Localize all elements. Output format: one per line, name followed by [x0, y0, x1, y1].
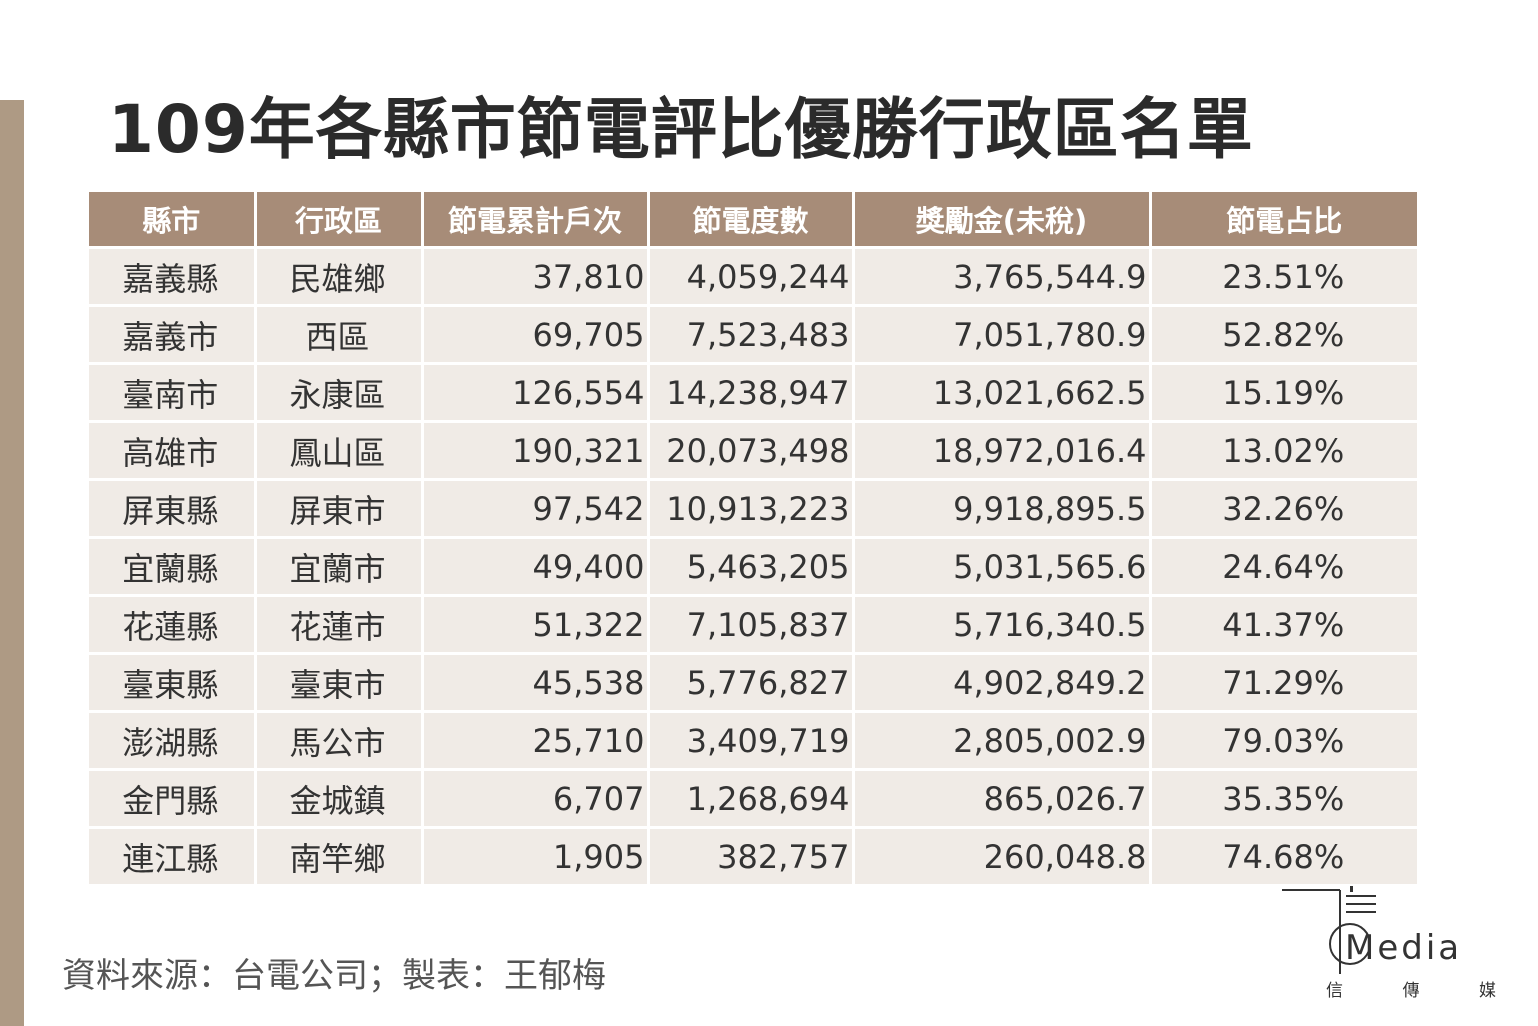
- cell-reward: 260,048.8: [853, 826, 1152, 884]
- cell-reward: 7,051,780.9: [853, 304, 1152, 364]
- cell-kwh-saved: 7,523,483: [648, 304, 855, 364]
- cell-kwh-saved: 1,268,694: [648, 768, 855, 828]
- cell-saving-ratio: 15.19%: [1150, 362, 1417, 422]
- cell-households: 49,400: [422, 536, 650, 596]
- cell-households: 51,322: [422, 594, 650, 654]
- cell-reward: 4,902,849.2: [853, 652, 1152, 712]
- table-row: 連江縣 南竿鄉 1,905 382,757 260,048.8 74.68%: [89, 826, 1417, 884]
- cell-households: 190,321: [422, 420, 650, 480]
- table-row: 金門縣 金城鎮 6,707 1,268,694 865,026.7 35.35%: [89, 768, 1417, 828]
- cell-households: 126,554: [422, 362, 650, 422]
- source-note: 資料來源：台電公司；製表：王郁梅: [62, 956, 606, 996]
- cell-households: 1,905: [422, 826, 650, 884]
- side-accent-bar: [0, 100, 24, 1026]
- table-row: 嘉義市 西區 69,705 7,523,483 7,051,780.9 52.82%: [89, 304, 1417, 364]
- data-table: 縣市 行政區 節電累計戶次 節電度數 獎勵金(未稅) 節電占比 嘉義縣 民雄鄉 37…: [89, 192, 1417, 884]
- logo-sub-char: 傳: [1402, 981, 1420, 1001]
- cell-households: 37,810: [422, 246, 650, 306]
- cell-reward: 13,021,662.5: [853, 362, 1152, 422]
- cell-county: 屏東縣: [89, 478, 257, 538]
- table-row: 宜蘭縣 宜蘭市 49,400 5,463,205 5,031,565.6 24.64%: [89, 536, 1417, 596]
- cell-reward: 3,765,544.9: [853, 246, 1152, 306]
- cell-saving-ratio: 35.35%: [1150, 768, 1417, 828]
- cell-district: 鳳山區: [255, 420, 424, 480]
- cell-households: 97,542: [422, 478, 650, 538]
- cell-saving-ratio: 23.51%: [1150, 246, 1417, 306]
- cell-kwh-saved: 5,463,205: [648, 536, 855, 596]
- logo-word: Media: [1345, 928, 1463, 968]
- cell-county: 花蓮縣: [89, 594, 257, 654]
- table-row: 高雄市 鳳山區 190,321 20,073,498 18,972,016.4 13.02…: [89, 420, 1417, 480]
- cell-district: 花蓮市: [255, 594, 424, 654]
- header-district: 行政區: [255, 192, 424, 248]
- cell-kwh-saved: 3,409,719: [648, 710, 855, 770]
- logo-subtitle: 信 傳 媒: [1326, 976, 1496, 1001]
- cell-county: 臺南市: [89, 362, 257, 422]
- cell-district: 西區: [255, 304, 424, 364]
- header-households: 節電累計戶次: [422, 192, 650, 248]
- cell-county: 宜蘭縣: [89, 536, 257, 596]
- cell-saving-ratio: 71.29%: [1150, 652, 1417, 712]
- cell-reward: 5,716,340.5: [853, 594, 1152, 654]
- cell-reward: 18,972,016.4: [853, 420, 1152, 480]
- table-row: 嘉義縣 民雄鄉 37,810 4,059,244 3,765,544.9 23.51%: [89, 246, 1417, 306]
- cell-saving-ratio: 24.64%: [1150, 536, 1417, 596]
- cell-district: 民雄鄉: [255, 246, 424, 306]
- header-county: 縣市: [89, 192, 257, 248]
- logo-sub-char: 信: [1326, 981, 1343, 1001]
- cell-households: 6,707: [422, 768, 650, 828]
- logo-sub-char: 媒: [1479, 981, 1496, 1001]
- logo-mark-icon: [1282, 886, 1376, 974]
- cell-saving-ratio: 74.68%: [1150, 826, 1417, 884]
- cell-saving-ratio: 32.26%: [1150, 478, 1417, 538]
- header-kwh-saved: 節電度數: [648, 192, 855, 248]
- page-title: 109年各縣市節電評比優勝行政區名單: [108, 91, 1254, 168]
- cell-county: 高雄市: [89, 420, 257, 480]
- cell-reward: 2,805,002.9: [853, 710, 1152, 770]
- table-row: 臺南市 永康區 126,554 14,238,947 13,021,662.5 15.19…: [89, 362, 1417, 422]
- table-header-row: 縣市 行政區 節電累計戶次 節電度數 獎勵金(未稅) 節電占比: [89, 192, 1417, 248]
- cell-district: 宜蘭市: [255, 536, 424, 596]
- cell-saving-ratio: 41.37%: [1150, 594, 1417, 654]
- table-row: 花蓮縣 花蓮市 51,322 7,105,837 5,716,340.5 41.37%: [89, 594, 1417, 654]
- cell-reward: 9,918,895.5: [853, 478, 1152, 538]
- cell-district: 馬公市: [255, 710, 424, 770]
- cell-county: 臺東縣: [89, 652, 257, 712]
- cell-kwh-saved: 7,105,837: [648, 594, 855, 654]
- cell-kwh-saved: 5,776,827: [648, 652, 855, 712]
- cell-county: 金門縣: [89, 768, 257, 828]
- media-logo: Media 信 傳 媒: [1280, 884, 1520, 1004]
- cell-kwh-saved: 20,073,498: [648, 420, 855, 480]
- cell-district: 南竿鄉: [255, 826, 424, 884]
- cell-kwh-saved: 14,238,947: [648, 362, 855, 422]
- cell-saving-ratio: 79.03%: [1150, 710, 1417, 770]
- cell-households: 45,538: [422, 652, 650, 712]
- cell-kwh-saved: 4,059,244: [648, 246, 855, 306]
- cell-saving-ratio: 13.02%: [1150, 420, 1417, 480]
- cell-kwh-saved: 382,757: [648, 826, 855, 884]
- header-saving-ratio: 節電占比: [1150, 192, 1417, 248]
- cell-district: 永康區: [255, 362, 424, 422]
- cell-county: 嘉義市: [89, 304, 257, 364]
- cell-district: 金城鎮: [255, 768, 424, 828]
- cell-reward: 5,031,565.6: [853, 536, 1152, 596]
- cell-reward: 865,026.7: [853, 768, 1152, 828]
- cell-county: 連江縣: [89, 826, 257, 884]
- cell-district: 屏東市: [255, 478, 424, 538]
- cell-households: 69,705: [422, 304, 650, 364]
- cell-saving-ratio: 52.82%: [1150, 304, 1417, 364]
- table-row: 澎湖縣 馬公市 25,710 3,409,719 2,805,002.9 79.03%: [89, 710, 1417, 770]
- table-row: 屏東縣 屏東市 97,542 10,913,223 9,918,895.5 32.26%: [89, 478, 1417, 538]
- cell-district: 臺東市: [255, 652, 424, 712]
- cell-households: 25,710: [422, 710, 650, 770]
- table-row: 臺東縣 臺東市 45,538 5,776,827 4,902,849.2 71.29%: [89, 652, 1417, 712]
- header-reward: 獎勵金(未稅): [853, 192, 1152, 248]
- cell-county: 嘉義縣: [89, 246, 257, 306]
- cell-kwh-saved: 10,913,223: [648, 478, 855, 538]
- cell-county: 澎湖縣: [89, 710, 257, 770]
